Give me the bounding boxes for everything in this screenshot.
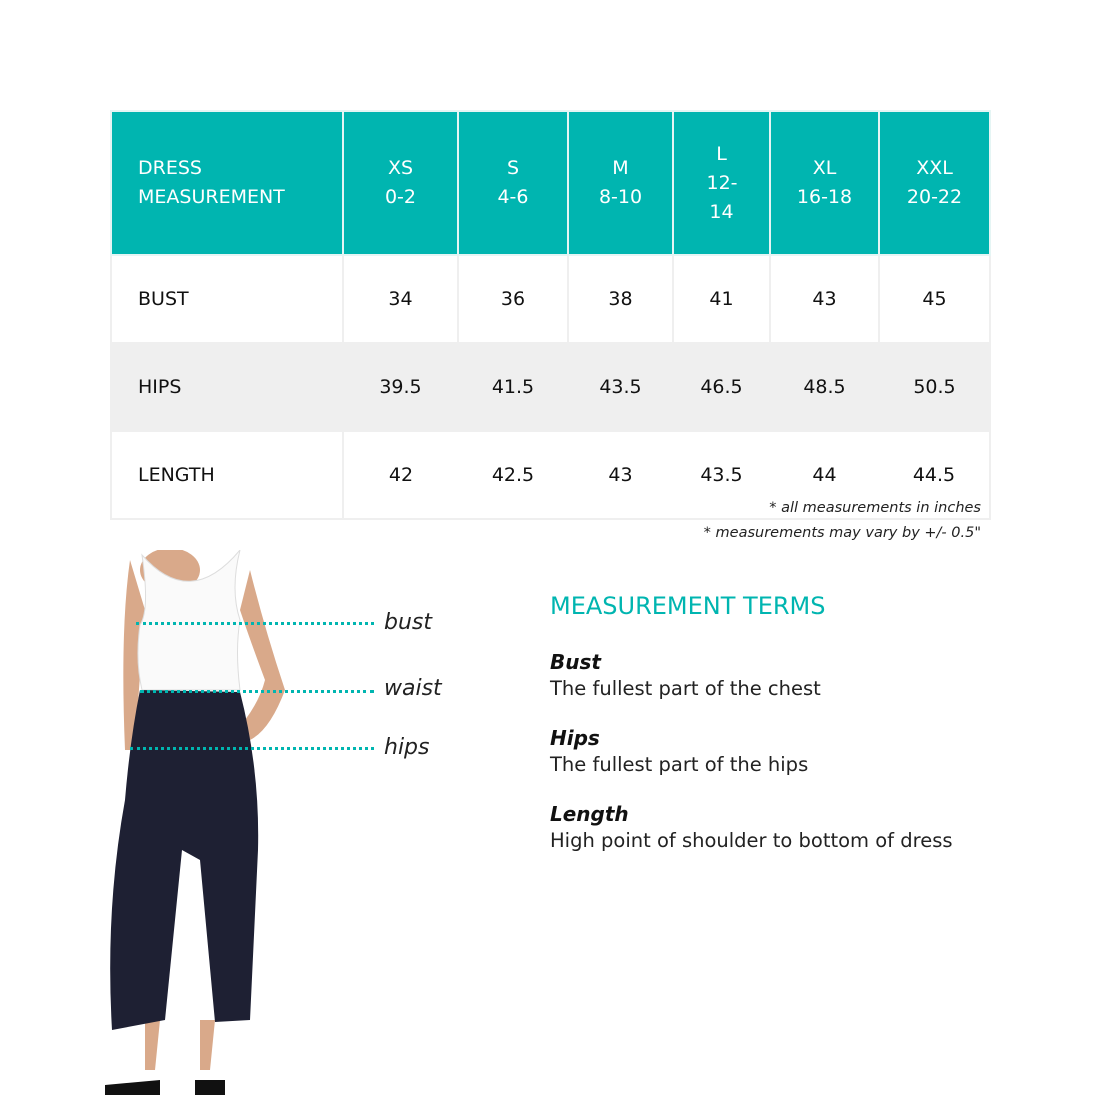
terms-heading: MEASUREMENT TERMS — [550, 592, 826, 620]
cell: 38 — [567, 254, 674, 344]
table-row-length: LENGTH 42 42.5 43 43.5 44 44.5 — [110, 430, 991, 520]
measurement-terms: MEASUREMENT TERMS Bust The fullest part o… — [550, 592, 953, 878]
bust-line — [136, 622, 374, 625]
cell: 34 — [342, 254, 459, 344]
header-size-s: S 4-6 — [457, 110, 569, 256]
waist-line — [140, 690, 374, 693]
cell: 43.5 — [673, 430, 770, 520]
hips-line — [130, 747, 374, 750]
term-desc: High point of shoulder to bottom of dres… — [550, 829, 953, 852]
table-row-bust: BUST 34 36 38 41 43 45 — [110, 254, 991, 344]
note-units: * all measurements in inches — [769, 500, 981, 516]
header-size-xs: XS 0-2 — [342, 110, 459, 256]
bust-label: bust — [384, 610, 432, 635]
row-label: HIPS — [110, 342, 344, 432]
cell: 36 — [457, 254, 569, 344]
model-illustration — [105, 548, 285, 1095]
cell: 44.5 — [879, 430, 991, 520]
cell: 50.5 — [878, 342, 991, 432]
header-row: DRESS MEASUREMENT XS 0-2 S 4-6 M 8-10 L 12-14… — [110, 110, 991, 256]
cell: 41 — [672, 254, 771, 344]
header-size-xl: XL 16-18 — [769, 110, 880, 256]
term-length: Length High point of shoulder to bottom o… — [550, 802, 953, 856]
cell: 43 — [769, 254, 880, 344]
cell: 48.5 — [769, 342, 880, 432]
cell: 42.5 — [458, 430, 568, 520]
header-title: DRESS MEASUREMENT — [110, 110, 344, 256]
cell: 41.5 — [457, 342, 569, 432]
cell: 43.5 — [567, 342, 674, 432]
note-variance: * measurements may vary by +/- 0.5" — [703, 525, 981, 541]
hips-label: hips — [384, 735, 430, 760]
table-row-hips: HIPS 39.5 41.5 43.5 46.5 48.5 50.5 — [110, 342, 991, 432]
cell: 43 — [568, 430, 673, 520]
header-size-l: L 12-14 — [672, 110, 771, 256]
term-title: Length — [550, 802, 629, 826]
term-title: Hips — [550, 726, 600, 750]
term-title: Bust — [550, 650, 601, 674]
cell: 39.5 — [342, 342, 459, 432]
term-hips: Hips The fullest part of the hips — [550, 726, 953, 780]
term-bust: Bust The fullest part of the chest — [550, 650, 953, 704]
term-desc: The fullest part of the chest — [550, 677, 821, 700]
cell: 42 — [343, 430, 458, 520]
header-size-m: M 8-10 — [567, 110, 674, 256]
cell: 45 — [878, 254, 991, 344]
cell: 44 — [770, 430, 879, 520]
cell: 46.5 — [672, 342, 771, 432]
term-desc: The fullest part of the hips — [550, 753, 809, 776]
waist-label: waist — [384, 676, 442, 701]
size-table: DRESS MEASUREMENT XS 0-2 S 4-6 M 8-10 L 12-14… — [110, 110, 991, 520]
row-label: LENGTH — [110, 430, 344, 520]
model-figure: bust waist hips — [100, 548, 442, 1100]
row-label: BUST — [110, 254, 344, 344]
header-size-xxl: XXL 20-22 — [878, 110, 991, 256]
